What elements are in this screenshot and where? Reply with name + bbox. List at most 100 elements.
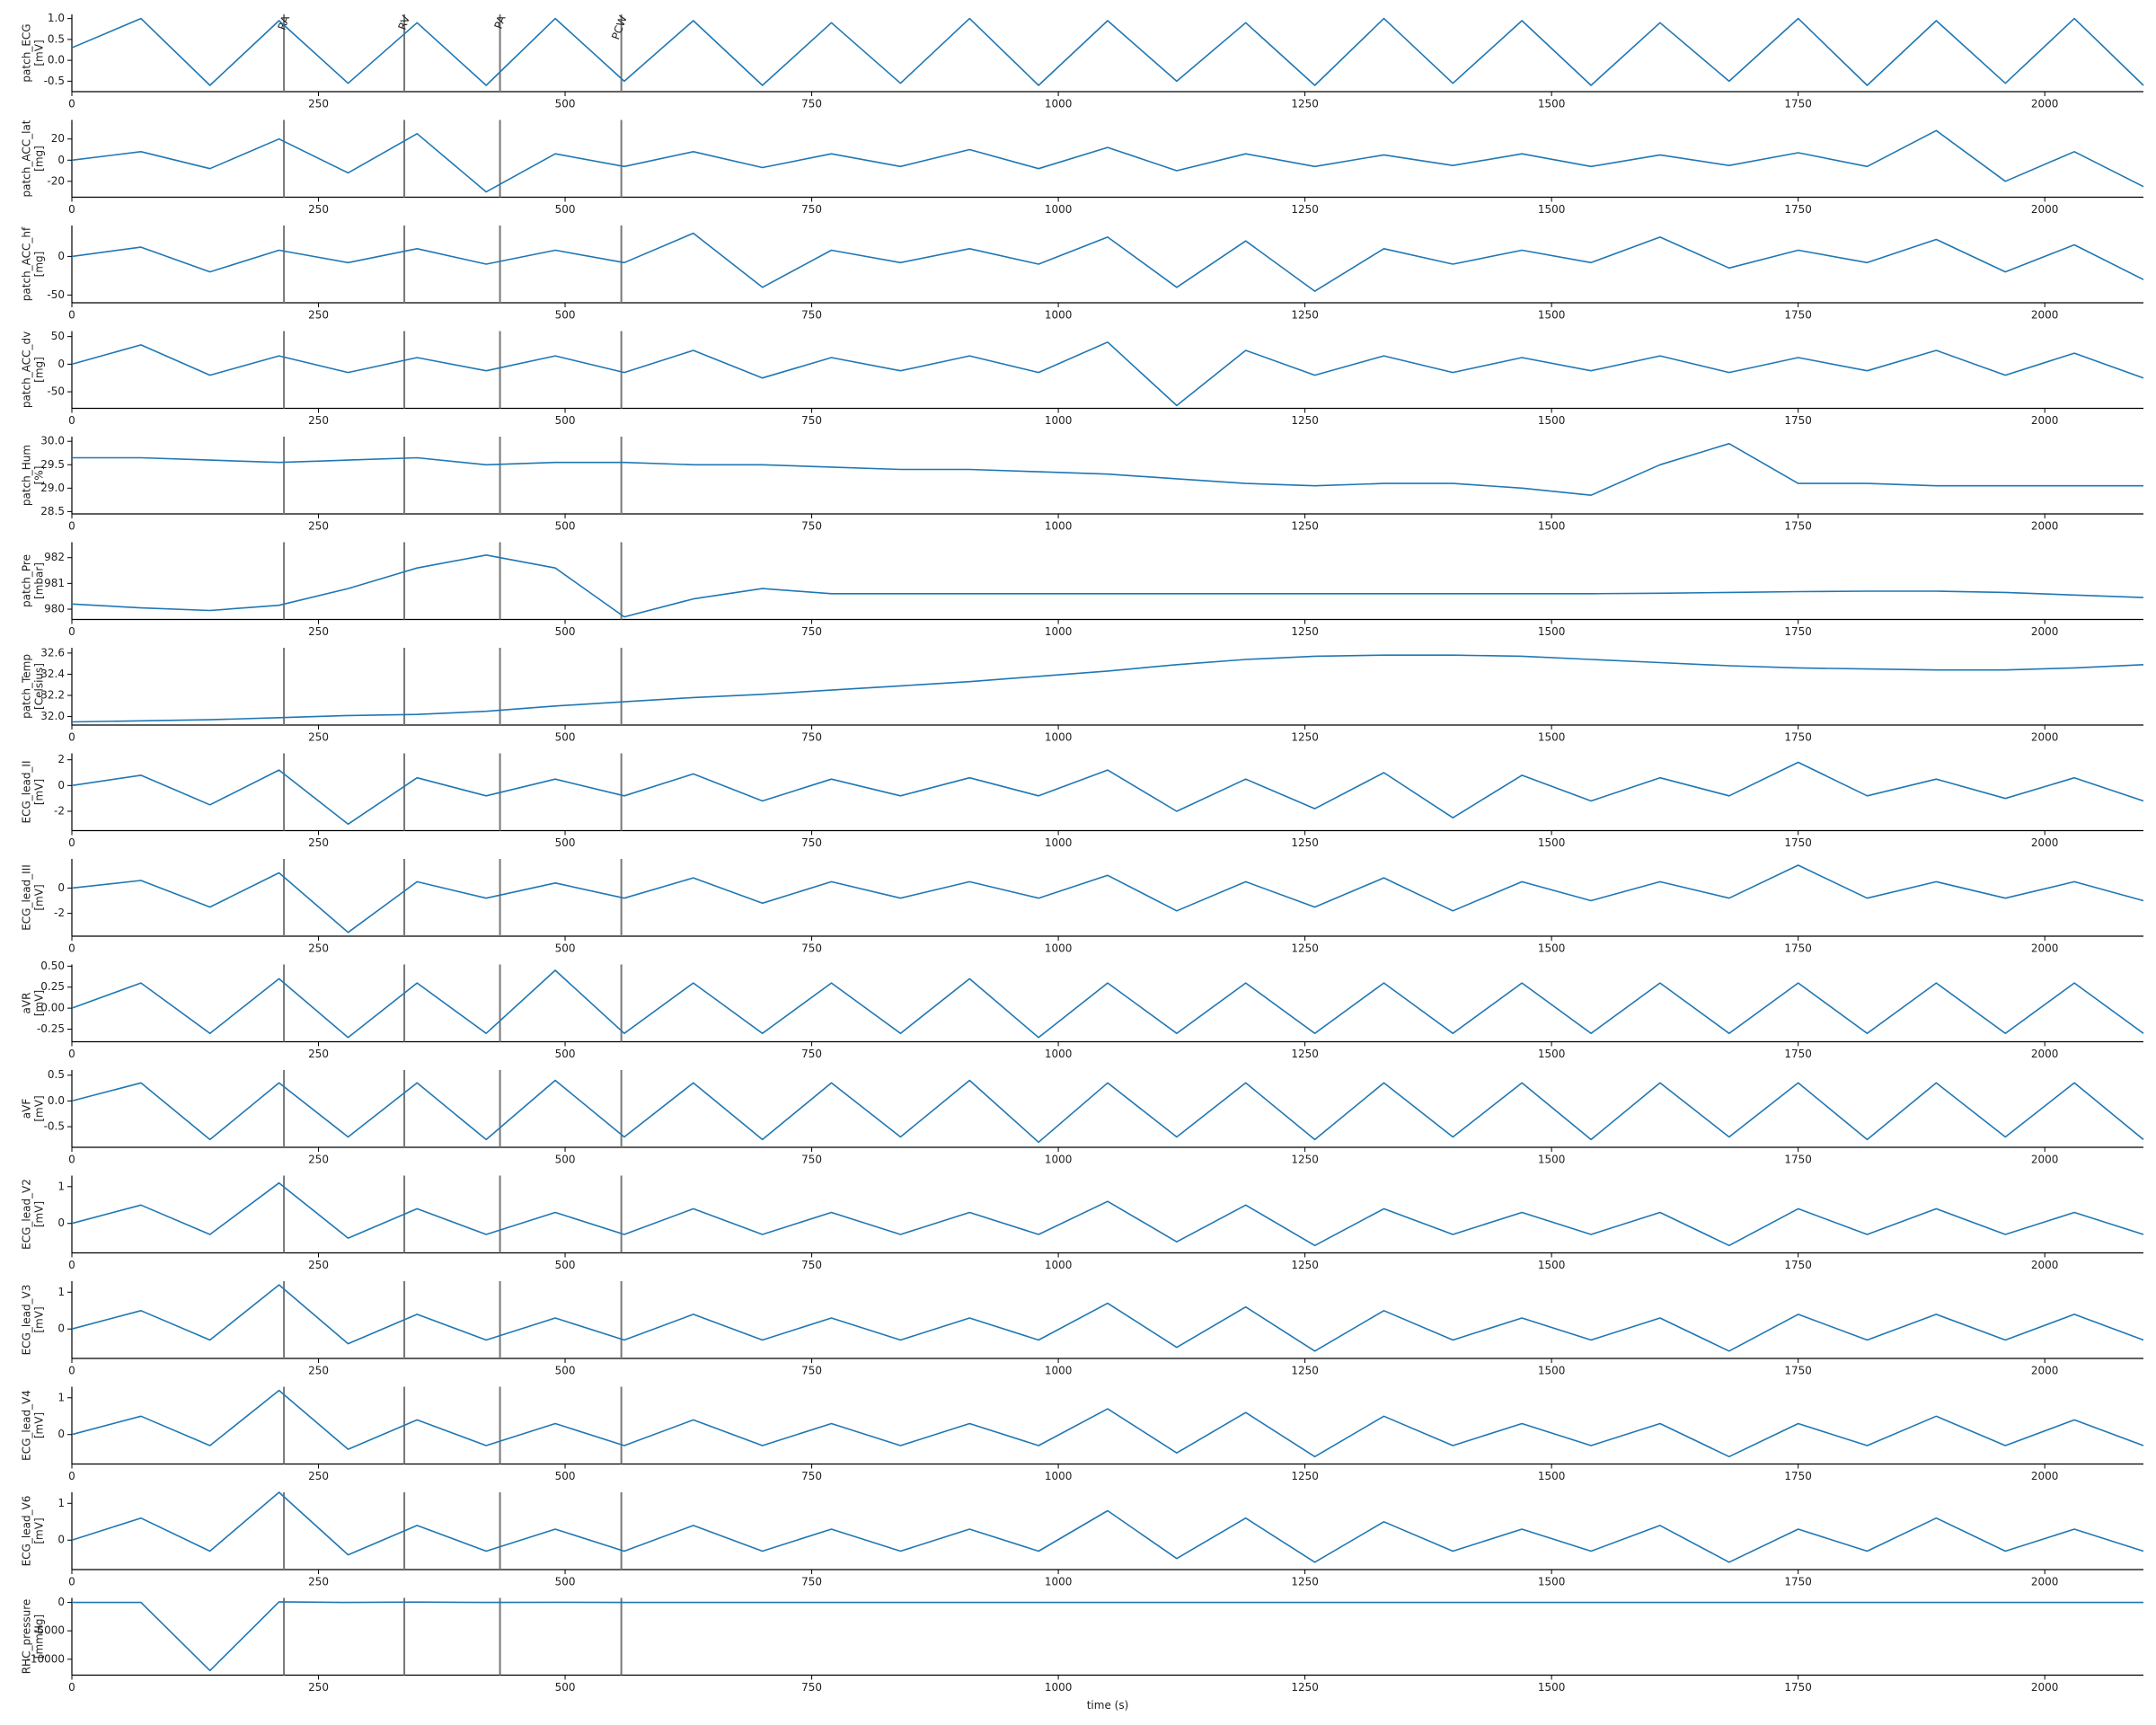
x-tick-label: 0 (68, 1048, 75, 1060)
x-tick-label: 500 (555, 309, 576, 322)
y-tick-label: -0.5 (44, 75, 65, 87)
y-tick-label: 981 (44, 577, 65, 589)
x-tick-label: 1500 (1538, 731, 1566, 744)
x-tick-label: 1000 (1045, 1681, 1073, 1694)
y-axis-label: [mbar] (33, 562, 46, 599)
y-axis-label: patch_ACC_lat (21, 119, 33, 197)
signal-line (71, 17, 2144, 86)
x-tick-label: 0 (68, 1259, 75, 1271)
y-tick-label: 32.0 (40, 710, 65, 722)
x-tick-label: 2000 (2031, 836, 2059, 849)
y-axis-label: ECG_lead_V4 (21, 1390, 33, 1461)
x-tick-label: 250 (308, 203, 329, 216)
x-tick-label: 2000 (2031, 309, 2059, 322)
y-tick-label: 50 (51, 330, 65, 342)
panel: -0.25 0.00 0.25 0.50 0 250 500 750 1000 1250 1500 1… (21, 960, 2143, 1060)
x-tick-label: 750 (801, 942, 822, 955)
y-axis-label: ECG_lead_III (21, 864, 33, 931)
x-tick-label: 0 (68, 1365, 75, 1377)
signal-line (71, 1079, 2144, 1144)
y-tick-label: 0 (57, 154, 65, 166)
x-tick-label: 1500 (1538, 98, 1566, 111)
x-tick-label: 750 (801, 414, 822, 427)
panel: -10000 -5000 0 0 250 500 750 1000 1250 1500 1750 20… (21, 1596, 2143, 1712)
signal-line (71, 341, 2144, 407)
x-tick-label: 1500 (1538, 942, 1566, 955)
x-tick-label: 1750 (1784, 625, 1812, 638)
x-tick-label: 1750 (1784, 942, 1812, 955)
x-tick-label: 250 (308, 1048, 329, 1060)
panel: 32.0 32.2 32.4 32.6 0 250 500 750 1000 1250 1500 17… (21, 646, 2143, 744)
y-axis-label: patch_ACC_dv (21, 332, 33, 408)
x-tick-label: 0 (68, 203, 75, 216)
signal-line (72, 1601, 2143, 1672)
y-tick-label: -0.25 (37, 1022, 65, 1035)
y-tick-label: -50 (47, 385, 65, 398)
x-tick-label: 2000 (2031, 1154, 2059, 1166)
signal-line (71, 129, 2144, 193)
x-tick-label: 1750 (1784, 731, 1812, 744)
x-tick-label: 750 (801, 309, 822, 322)
signal-line (71, 232, 2144, 292)
x-tick-label: 1000 (1045, 731, 1073, 744)
x-tick-label: 0 (68, 836, 75, 849)
x-tick-label: 250 (308, 731, 329, 744)
x-tick-label: 750 (801, 836, 822, 849)
panel: -0.5 0.0 0.5 0 250 500 750 1000 1250 1500 1750 2000… (21, 1068, 2143, 1166)
x-tick-label: 1750 (1784, 1048, 1812, 1060)
x-tick-label: 1750 (1784, 203, 1812, 216)
x-tick-label: 1000 (1045, 1470, 1073, 1482)
x-tick-label: 750 (801, 1576, 822, 1588)
x-tick-label: 1750 (1784, 1576, 1812, 1588)
y-tick-label: 0.25 (40, 980, 65, 993)
x-tick-label: 1000 (1045, 1048, 1073, 1060)
x-tick-label: 1000 (1045, 942, 1073, 955)
x-tick-label: 1250 (1291, 520, 1319, 533)
y-axis-label: [mg] (33, 357, 46, 383)
x-tick-label: 2000 (2031, 1048, 2059, 1060)
x-tick-label: 1750 (1784, 1365, 1812, 1377)
panel: 0 1 0 250 500 750 1000 1250 1500 1750 2000 ECG_lead… (21, 1492, 2143, 1588)
x-tick-label: 250 (308, 1681, 329, 1694)
x-tick-label: 250 (308, 1365, 329, 1377)
x-tick-label: 500 (555, 1576, 576, 1588)
x-tick-label: 2000 (2031, 414, 2059, 427)
y-tick-label: 0 (57, 1596, 65, 1608)
x-tick-label: 250 (308, 1576, 329, 1588)
y-tick-label: -2 (54, 805, 65, 818)
y-tick-label: 0 (57, 1216, 65, 1229)
x-tick-label: 1750 (1784, 309, 1812, 322)
panel: -2 0 2 0 250 500 750 1000 1250 1500 1750 2000 ECG_le… (21, 753, 2143, 849)
y-axis-label: ECG_lead_II (21, 760, 33, 823)
x-tick-label: 1250 (1291, 203, 1319, 216)
y-axis-label: [mmHg] (33, 1614, 46, 1659)
x-tick-label: 1000 (1045, 1154, 1073, 1166)
panel: 0 1 0 250 500 750 1000 1250 1500 1750 2000 ECG_lead… (21, 1281, 2143, 1377)
y-axis-label: [mV] (33, 1201, 46, 1227)
x-axis-label: time (s) (1087, 1699, 1129, 1712)
y-axis-label: [mV] (33, 779, 46, 805)
y-tick-label: 32.4 (40, 668, 65, 680)
panel: -2 0 0 250 500 750 1000 1250 1500 1750 2000 ECG_lea… (21, 859, 2143, 955)
y-axis-label: [mV] (33, 1517, 46, 1544)
event-label: PA (492, 13, 508, 31)
y-tick-label: 0 (57, 881, 65, 894)
signal-line (71, 969, 2144, 1039)
x-tick-label: 1250 (1291, 1470, 1319, 1482)
panel: 980 981 982 0 250 500 750 1000 1250 1500 1750 2000 p… (21, 542, 2143, 638)
x-tick-label: 0 (68, 625, 75, 638)
y-tick-label: 0 (57, 1322, 65, 1335)
y-tick-label: 980 (44, 603, 65, 615)
y-axis-label: aVF (21, 1099, 33, 1119)
x-tick-label: 500 (555, 1365, 576, 1377)
event-label: RA (276, 13, 293, 32)
x-tick-label: 1250 (1291, 1154, 1319, 1166)
x-tick-label: 1750 (1784, 1681, 1812, 1694)
y-tick-label: -2 (54, 907, 65, 919)
y-axis-label: patch_ECG (21, 23, 33, 82)
panel: 28.5 29.0 29.5 30.0 0 250 500 750 1000 1250 1500 17… (21, 435, 2143, 533)
x-tick-label: 750 (801, 203, 822, 216)
x-tick-label: 1250 (1291, 1365, 1319, 1377)
x-tick-label: 500 (555, 1681, 576, 1694)
x-tick-label: 250 (308, 520, 329, 533)
